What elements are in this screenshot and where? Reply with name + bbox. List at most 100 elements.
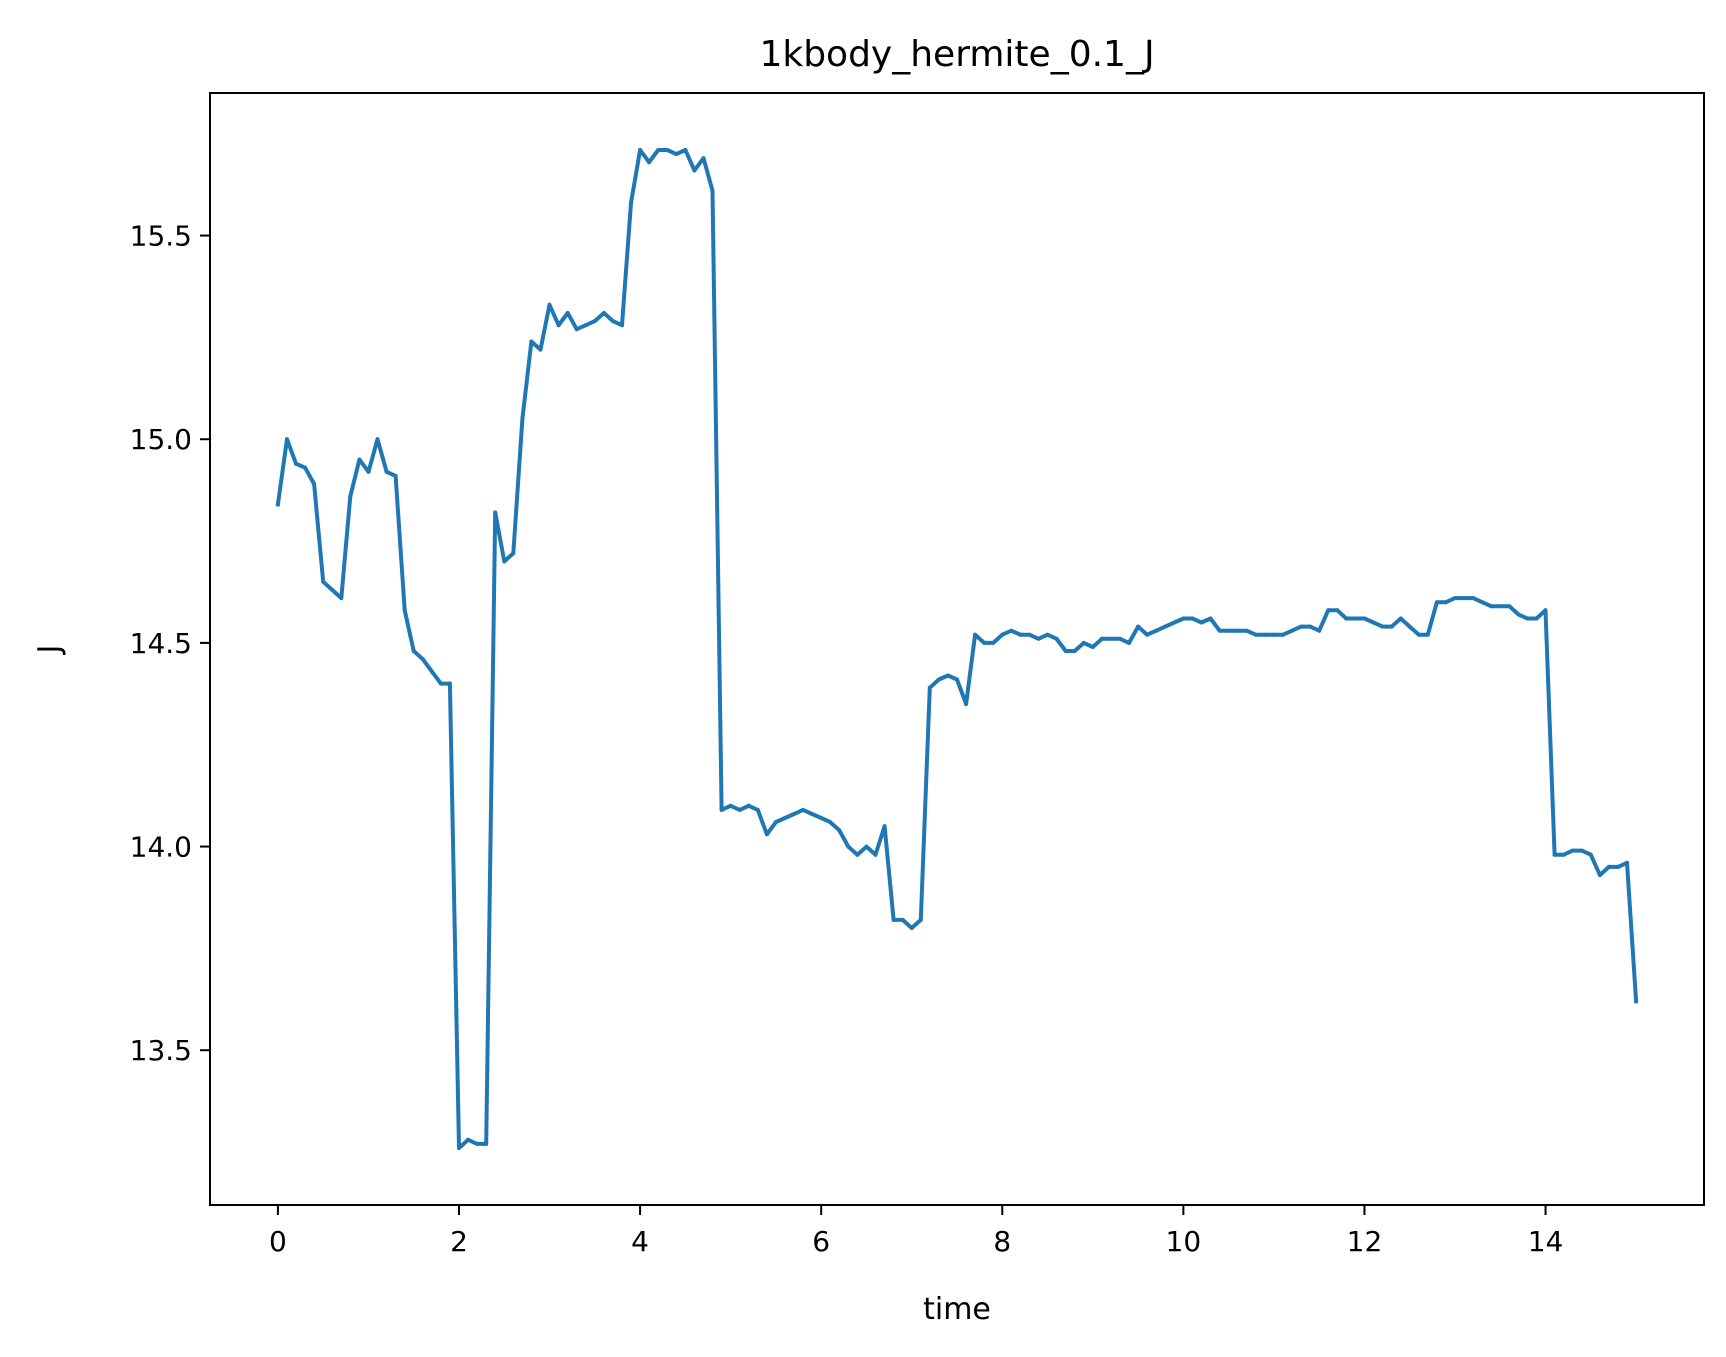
data-point — [1552, 852, 1557, 857]
data-point — [312, 482, 317, 486]
data-point — [656, 148, 661, 152]
data-point — [556, 323, 561, 328]
data-point — [674, 152, 679, 157]
data-point — [574, 327, 579, 332]
data-point — [475, 1141, 480, 1146]
data-point — [801, 807, 806, 812]
data-point — [638, 148, 643, 152]
data-point — [1616, 864, 1620, 869]
data-point — [1127, 640, 1131, 645]
data-point — [420, 657, 425, 662]
data-point — [538, 347, 543, 352]
data-point — [1534, 616, 1539, 621]
data-point — [918, 917, 923, 922]
x-tick-label: 6 — [812, 1225, 830, 1258]
data-point — [1561, 852, 1566, 857]
data-point — [955, 677, 959, 682]
data-point — [339, 596, 344, 601]
data-point — [964, 702, 969, 706]
data-point — [1489, 604, 1494, 609]
axes-frame — [209, 92, 1705, 1206]
data-point — [1597, 873, 1602, 878]
data-point — [882, 824, 887, 829]
data-point — [457, 1146, 461, 1150]
data-point — [719, 807, 724, 812]
data-point — [1281, 632, 1285, 637]
data-point — [592, 319, 597, 324]
x-tick-label: 0 — [269, 1225, 287, 1258]
data-point — [1027, 632, 1032, 637]
data-point — [1244, 628, 1249, 633]
data-point — [1516, 612, 1521, 617]
data-point — [375, 437, 380, 442]
data-point — [1081, 640, 1086, 645]
data-point — [511, 551, 516, 556]
data-point — [1543, 608, 1548, 613]
data-point — [792, 812, 796, 816]
data-point — [1118, 636, 1122, 641]
data-point — [1154, 628, 1159, 633]
data-point — [828, 820, 833, 825]
x-tick-label: 2 — [450, 1225, 468, 1258]
data-point — [1063, 649, 1068, 653]
data-point — [1498, 604, 1503, 609]
data-point — [1145, 632, 1150, 637]
data-point — [1471, 596, 1476, 601]
data-point — [393, 473, 398, 478]
data-point — [1344, 616, 1349, 621]
data-point — [864, 844, 869, 849]
data-point — [1000, 632, 1005, 637]
data-point — [294, 461, 298, 466]
data-point — [1443, 600, 1448, 605]
data-point — [1389, 624, 1394, 629]
data-point — [1453, 596, 1457, 601]
data-point — [1018, 632, 1023, 637]
data-point — [1525, 616, 1530, 621]
data-point — [1462, 596, 1467, 601]
data-point — [1353, 616, 1358, 621]
x-tick-label: 10 — [1166, 1225, 1202, 1258]
data-point — [1425, 632, 1430, 637]
data-point — [1507, 604, 1512, 609]
data-point — [321, 579, 326, 584]
data-point — [357, 457, 362, 462]
data-point — [1181, 616, 1186, 621]
data-point — [493, 510, 498, 515]
data-point — [819, 816, 824, 820]
data-point — [502, 559, 507, 564]
data-point — [1317, 628, 1322, 633]
data-point — [764, 832, 769, 837]
data-point — [746, 803, 751, 808]
data-point — [438, 681, 443, 686]
y-tick-label: 13.5 — [130, 1034, 192, 1067]
data-point — [647, 160, 652, 165]
data-point — [1380, 624, 1385, 629]
data-point — [1326, 608, 1331, 613]
data-point — [692, 168, 697, 173]
data-point — [629, 201, 633, 205]
data-point — [366, 469, 371, 474]
data-point — [891, 917, 896, 922]
data-point — [1045, 632, 1050, 637]
x-tick-label: 8 — [993, 1225, 1011, 1258]
data-point — [991, 640, 996, 645]
data-point — [1190, 616, 1195, 621]
data-point — [1308, 624, 1313, 629]
data-point — [1407, 624, 1412, 629]
data-point — [1235, 628, 1240, 633]
data-point — [1108, 636, 1113, 641]
x-tick-label: 12 — [1347, 1225, 1383, 1258]
data-point — [275, 502, 280, 507]
data-point — [773, 820, 778, 825]
data-point — [1199, 620, 1204, 625]
data-point — [447, 681, 452, 686]
data-point — [665, 148, 670, 152]
data-point — [936, 677, 941, 682]
data-point — [1036, 636, 1041, 641]
data-point — [1588, 852, 1593, 857]
data-point — [1416, 632, 1421, 637]
data-point — [1362, 616, 1367, 621]
data-point — [982, 640, 987, 645]
data-point — [1072, 649, 1077, 653]
